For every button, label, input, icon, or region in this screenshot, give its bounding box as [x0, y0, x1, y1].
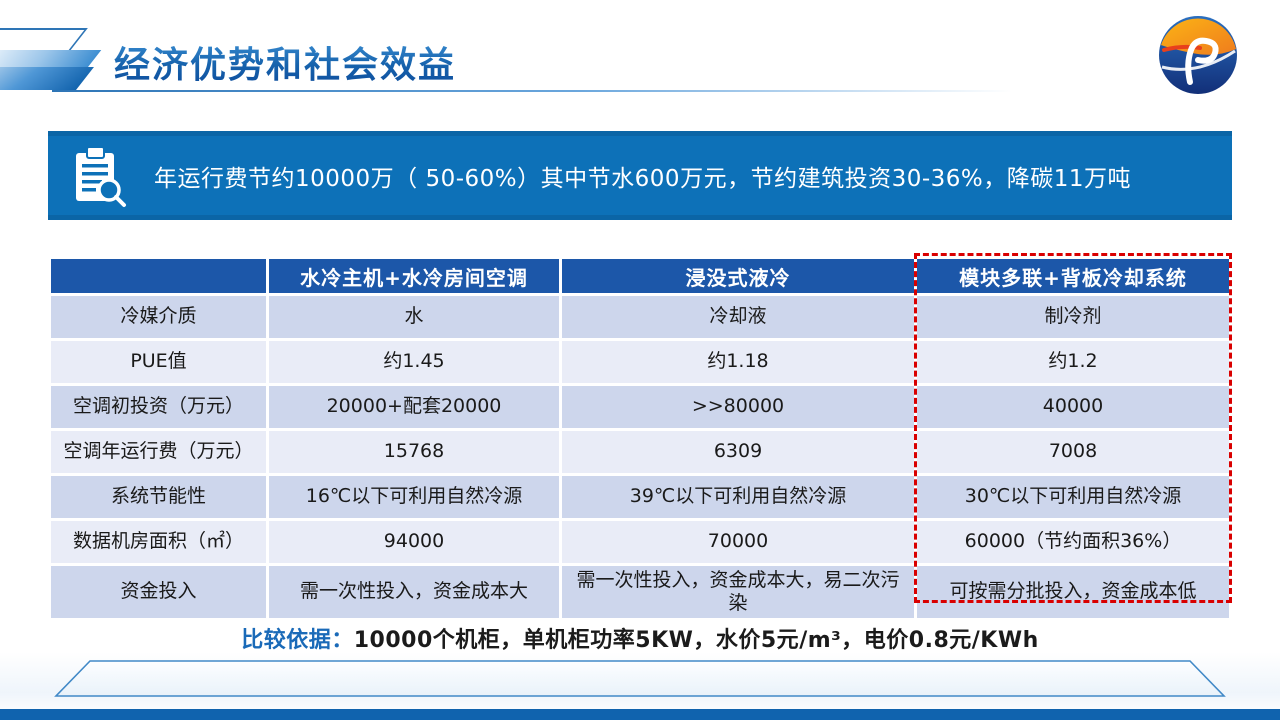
table-cell: 制冷剂	[917, 296, 1229, 338]
row-label: 资金投入	[51, 566, 266, 618]
table-cell: 冷却液	[562, 296, 914, 338]
row-label: PUE值	[51, 341, 266, 383]
table-cell: 30℃以下可利用自然冷源	[917, 476, 1229, 518]
row-label: 空调初投资（万元）	[51, 386, 266, 428]
table-cell: >>80000	[562, 386, 914, 428]
table-cell: 约1.18	[562, 341, 914, 383]
table-row: 空调年运行费（万元） 15768 6309 7008	[51, 431, 1229, 473]
title-underline	[52, 90, 1012, 92]
company-logo-icon	[1152, 12, 1244, 96]
table-row: 冷媒介质水冷却液 制冷剂	[51, 296, 1229, 338]
table-cell: 需一次性投入，资金成本大，易二次污染	[562, 566, 914, 618]
banner-text: 年运行费节约10000万（ 50-60%）其中节水600万元，节约建筑投资30-…	[154, 165, 1132, 192]
row-label: 空调年运行费（万元）	[51, 431, 266, 473]
table-cell: 70000	[562, 521, 914, 563]
comparison-table: 水冷主机+水冷房间空调 浸没式液冷 模块多联+背板冷却系统 冷媒介质水冷却液 制冷剂 P…	[48, 256, 1232, 621]
summary-banner: 年运行费节约10000万（ 50-60%）其中节水600万元，节约建筑投资30-…	[48, 131, 1232, 220]
header-deco-gradient-dark	[0, 67, 94, 90]
table-cell: 约1.45	[269, 341, 559, 383]
table-body: 冷媒介质水冷却液 制冷剂 PUE值 约1.45 约1.18 约1.2 空调初投资（万元） 20…	[51, 296, 1229, 618]
table-row: PUE值 约1.45 约1.18 约1.2	[51, 341, 1229, 383]
row-label: 数据机房面积（㎡）	[51, 521, 266, 563]
column-header: 模块多联+背板冷却系统	[917, 259, 1229, 293]
table-cell: 20000+配套20000	[269, 386, 559, 428]
header-deco-gradient-light	[0, 50, 102, 67]
table-cell: 6309	[562, 431, 914, 473]
table-cell: 约1.2	[917, 341, 1229, 383]
bottom-trapezoid	[54, 660, 1226, 697]
clipboard-magnifier-icon	[64, 143, 130, 209]
page-title: 经济优势和社会效益	[114, 36, 456, 88]
row-label: 冷媒介质	[51, 296, 266, 338]
table-cell: 需一次性投入，资金成本大	[269, 566, 559, 618]
table-cell: 40000	[917, 386, 1229, 428]
note-text: 10000个机柜，单机柜功率5KW，水价5元/m³，电价0.8元/KWh	[353, 628, 1039, 653]
column-header: 浸没式液冷	[562, 259, 914, 293]
table-cell: 7008	[917, 431, 1229, 473]
table-row: 系统节能性 16℃以下可利用自然冷源 39℃以下可利用自然冷源 30℃以下可利用自然冷…	[51, 476, 1229, 518]
table-cell: 60000（节约面积36%）	[917, 521, 1229, 563]
table-cell: 15768	[269, 431, 559, 473]
bottom-accent-bar	[0, 709, 1280, 720]
table-cell: 16℃以下可利用自然冷源	[269, 476, 559, 518]
note-label: 比较依据：	[241, 628, 354, 653]
corner-header-cell	[51, 259, 266, 293]
table-row: 资金投入 需一次性投入，资金成本大 需一次性投入，资金成本大，易二次污染 可按需分批投…	[51, 566, 1229, 618]
table-row: 数据机房面积（㎡） 94000 70000 60000（节约面积36%）	[51, 521, 1229, 563]
table-cell: 39℃以下可利用自然冷源	[562, 476, 914, 518]
column-header: 水冷主机+水冷房间空调	[269, 259, 559, 293]
row-label: 系统节能性	[51, 476, 266, 518]
table-cell: 水	[269, 296, 559, 338]
table-header: 水冷主机+水冷房间空调 浸没式液冷 模块多联+背板冷却系统	[51, 259, 1229, 293]
table-row: 空调初投资（万元） 20000+配套20000 >>80000 40000	[51, 386, 1229, 428]
table-cell: 可按需分批投入，资金成本低	[917, 566, 1229, 618]
comparison-basis-note: 比较依据：10000个机柜，单机柜功率5KW，水价5元/m³，电价0.8元/KW…	[0, 622, 1280, 654]
table-cell: 94000	[269, 521, 559, 563]
